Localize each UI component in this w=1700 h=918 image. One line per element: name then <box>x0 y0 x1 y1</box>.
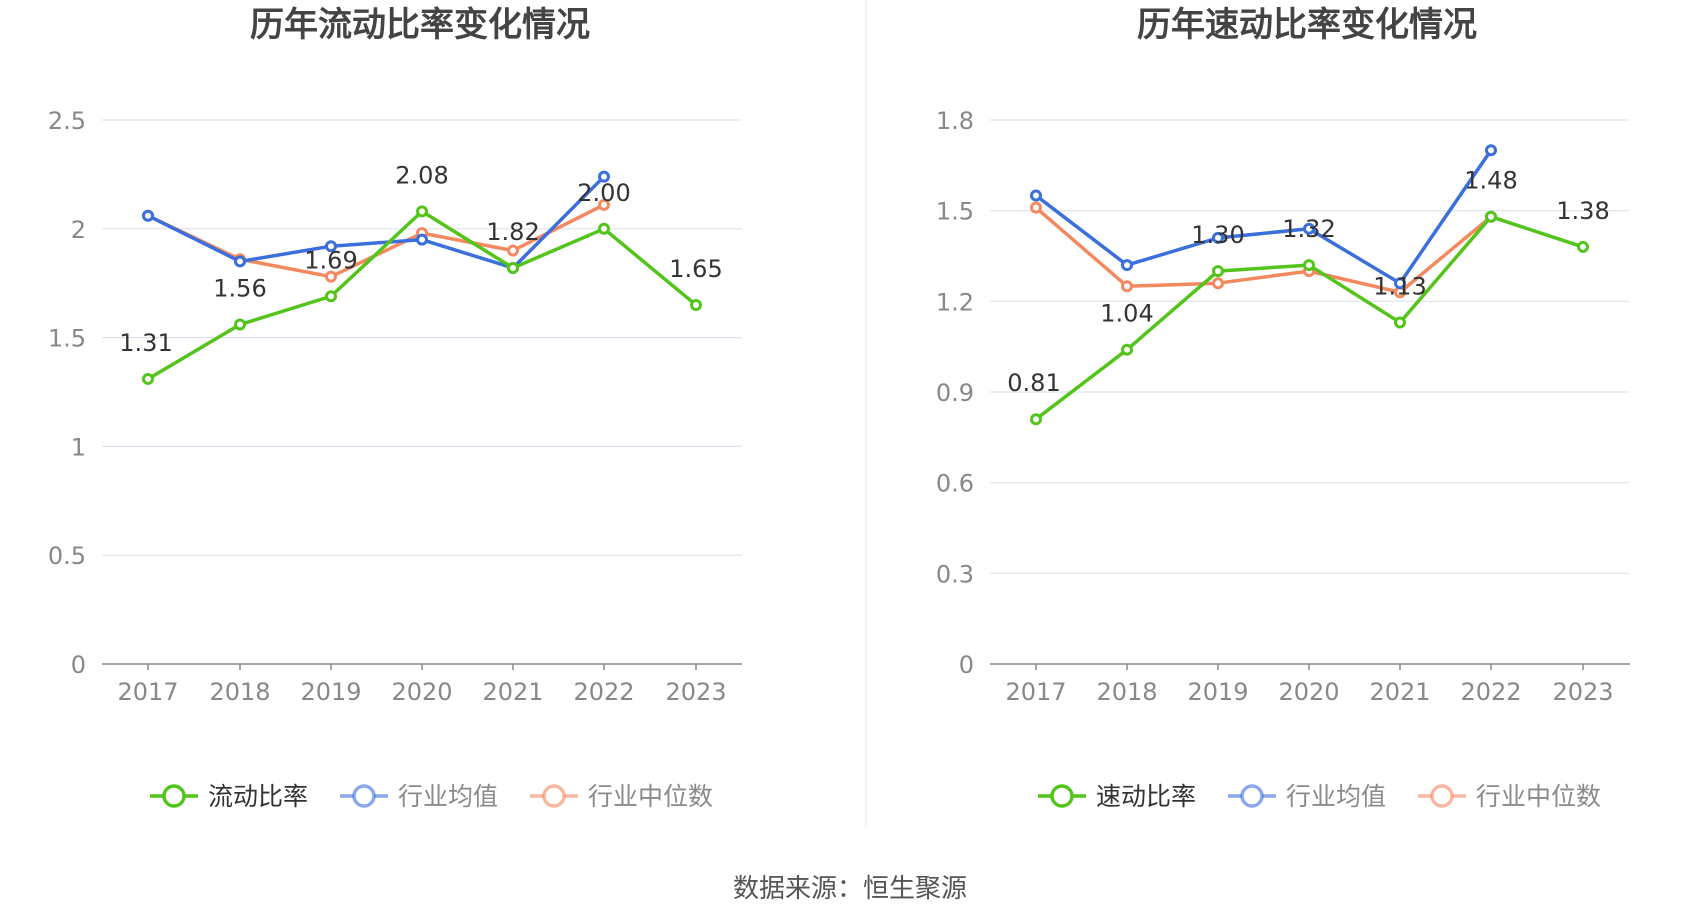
chart2-point-company <box>1121 343 1133 356</box>
chart1-x-tick-label: 2018 <box>209 678 270 706</box>
chart1-data-label: 2.08 <box>395 161 448 189</box>
chart1-point-median <box>507 244 519 257</box>
chart2-data-label: 1.32 <box>1282 215 1335 243</box>
chart2-series-line-median <box>1034 206 1493 295</box>
chart1-x-tick-label: 2023 <box>665 678 726 706</box>
chart1-legend-marker-avg <box>352 784 376 808</box>
chart2-data-label: 1.48 <box>1464 167 1517 195</box>
chart1-y-tick-label: 1.5 <box>48 325 86 353</box>
chart2-point-company <box>1485 210 1497 223</box>
chart1-x-tick-label: 2019 <box>300 678 361 706</box>
chart2-point-company <box>1394 316 1406 329</box>
chart1-legend-marker-company <box>162 784 186 808</box>
chart1-y-tick-label: 2.5 <box>48 107 86 135</box>
chart1-point-company <box>325 290 337 303</box>
chart1-series-line-avg <box>147 175 606 270</box>
chart2-y-tick-label: 0.9 <box>936 379 974 407</box>
chart2-y-tick-label: 0.6 <box>936 470 974 498</box>
chart1-point-avg <box>325 240 337 253</box>
chart2-y-tick-label: 1.8 <box>936 107 974 135</box>
chart2-x-tick-label: 2019 <box>1187 678 1248 706</box>
chart1-point-company <box>690 298 702 311</box>
chart1-legend-label-company: 流动比率 <box>208 782 308 811</box>
chart1-data-label: 1.31 <box>119 329 172 357</box>
chart2-point-avg <box>1030 189 1042 202</box>
chart1-x-tick-label: 2017 <box>117 678 178 706</box>
chart1-legend-label-avg: 行业均值 <box>398 782 498 811</box>
chart2-point-avg <box>1394 277 1406 290</box>
chart2-x-tick-label: 2017 <box>1005 678 1066 706</box>
chart1-legend-marker-median <box>542 784 566 808</box>
chart1-point-median <box>598 198 610 211</box>
chart2-legend-marker-avg <box>1240 784 1264 808</box>
data-source: 数据来源：恒生聚源 <box>732 874 967 904</box>
chart1-data-label: 1.82 <box>486 218 539 246</box>
chart2-x-tick-label: 2023 <box>1552 678 1613 706</box>
chart1-point-avg <box>142 209 154 222</box>
chart2-data-label: 1.13 <box>1373 272 1426 300</box>
chart2-y-tick-label: 0.3 <box>936 560 974 588</box>
chart2-y-tick-label: 1.2 <box>936 288 974 316</box>
chart1-y-tick-label: 0 <box>71 651 86 679</box>
chart1-point-company <box>507 261 519 274</box>
chart2-title: 历年速动比率变化情况 <box>1137 5 1477 45</box>
chart1-data-label: 1.69 <box>304 246 357 274</box>
chart2-legend-label-company: 速动比率 <box>1096 782 1196 811</box>
chart2-point-company <box>1212 265 1224 278</box>
chart2-series-line-avg <box>1034 149 1493 285</box>
chart1-point-avg <box>416 233 428 246</box>
chart1-y-tick-label: 0.5 <box>48 542 86 570</box>
chart1-legend-label-median: 行业中位数 <box>588 782 713 811</box>
chart1-data-label: 1.65 <box>669 255 722 283</box>
chart2-legend-label-median: 行业中位数 <box>1476 782 1601 811</box>
chart1-point-median <box>325 270 337 283</box>
chart2-point-company <box>1030 413 1042 426</box>
chart1-point-avg <box>598 170 610 183</box>
chart2-x-tick-label: 2021 <box>1369 678 1430 706</box>
chart1-x-tick-label: 2021 <box>482 678 543 706</box>
chart2-data-label: 1.38 <box>1556 197 1609 225</box>
chart2-point-avg <box>1212 231 1224 244</box>
chart2-point-median <box>1030 201 1042 214</box>
chart2-x-tick-label: 2022 <box>1460 678 1521 706</box>
chart2-data-label: 0.81 <box>1007 369 1060 397</box>
chart2-point-median <box>1121 280 1133 293</box>
chart2-point-avg <box>1121 259 1133 272</box>
chart1-title: 历年流动比率变化情况 <box>250 5 590 45</box>
chart2-y-tick-label: 1.5 <box>936 198 974 226</box>
chart2-legend-marker-company <box>1050 784 1074 808</box>
chart2-point-median <box>1212 277 1224 290</box>
chart2-legend-marker-median <box>1430 784 1454 808</box>
chart1-y-tick-label: 2 <box>71 216 86 244</box>
chart2-point-avg <box>1485 144 1497 157</box>
chart2-point-company <box>1303 259 1315 272</box>
chart2-point-company <box>1577 240 1589 253</box>
chart1-point-avg <box>234 255 246 268</box>
chart2-x-tick-label: 2020 <box>1278 678 1339 706</box>
chart1-point-company <box>234 318 246 331</box>
chart1-data-label: 1.56 <box>213 275 266 303</box>
chart2-legend-label-avg: 行业均值 <box>1286 782 1386 811</box>
chart1-data-label: 2.00 <box>577 179 630 207</box>
chart1-point-company <box>142 372 154 385</box>
chart2-x-tick-label: 2018 <box>1096 678 1157 706</box>
chart1-point-company <box>598 222 610 235</box>
chart1-x-tick-label: 2020 <box>391 678 452 706</box>
chart2-point-avg <box>1303 222 1315 235</box>
chart1-y-tick-label: 1 <box>71 433 86 461</box>
chart1-x-tick-label: 2022 <box>573 678 634 706</box>
chart2-y-tick-label: 0 <box>959 651 974 679</box>
chart2-data-label: 1.30 <box>1191 221 1244 249</box>
chart2-data-label: 1.04 <box>1100 300 1153 328</box>
chart1-point-company <box>416 205 428 218</box>
